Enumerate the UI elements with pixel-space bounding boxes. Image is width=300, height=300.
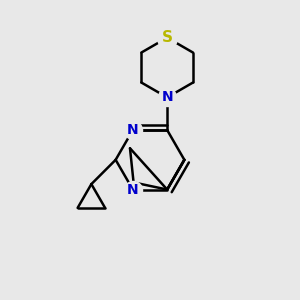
Text: N: N	[127, 123, 139, 137]
Text: S: S	[162, 30, 173, 45]
Text: N: N	[161, 90, 173, 104]
Text: N: N	[127, 183, 139, 196]
